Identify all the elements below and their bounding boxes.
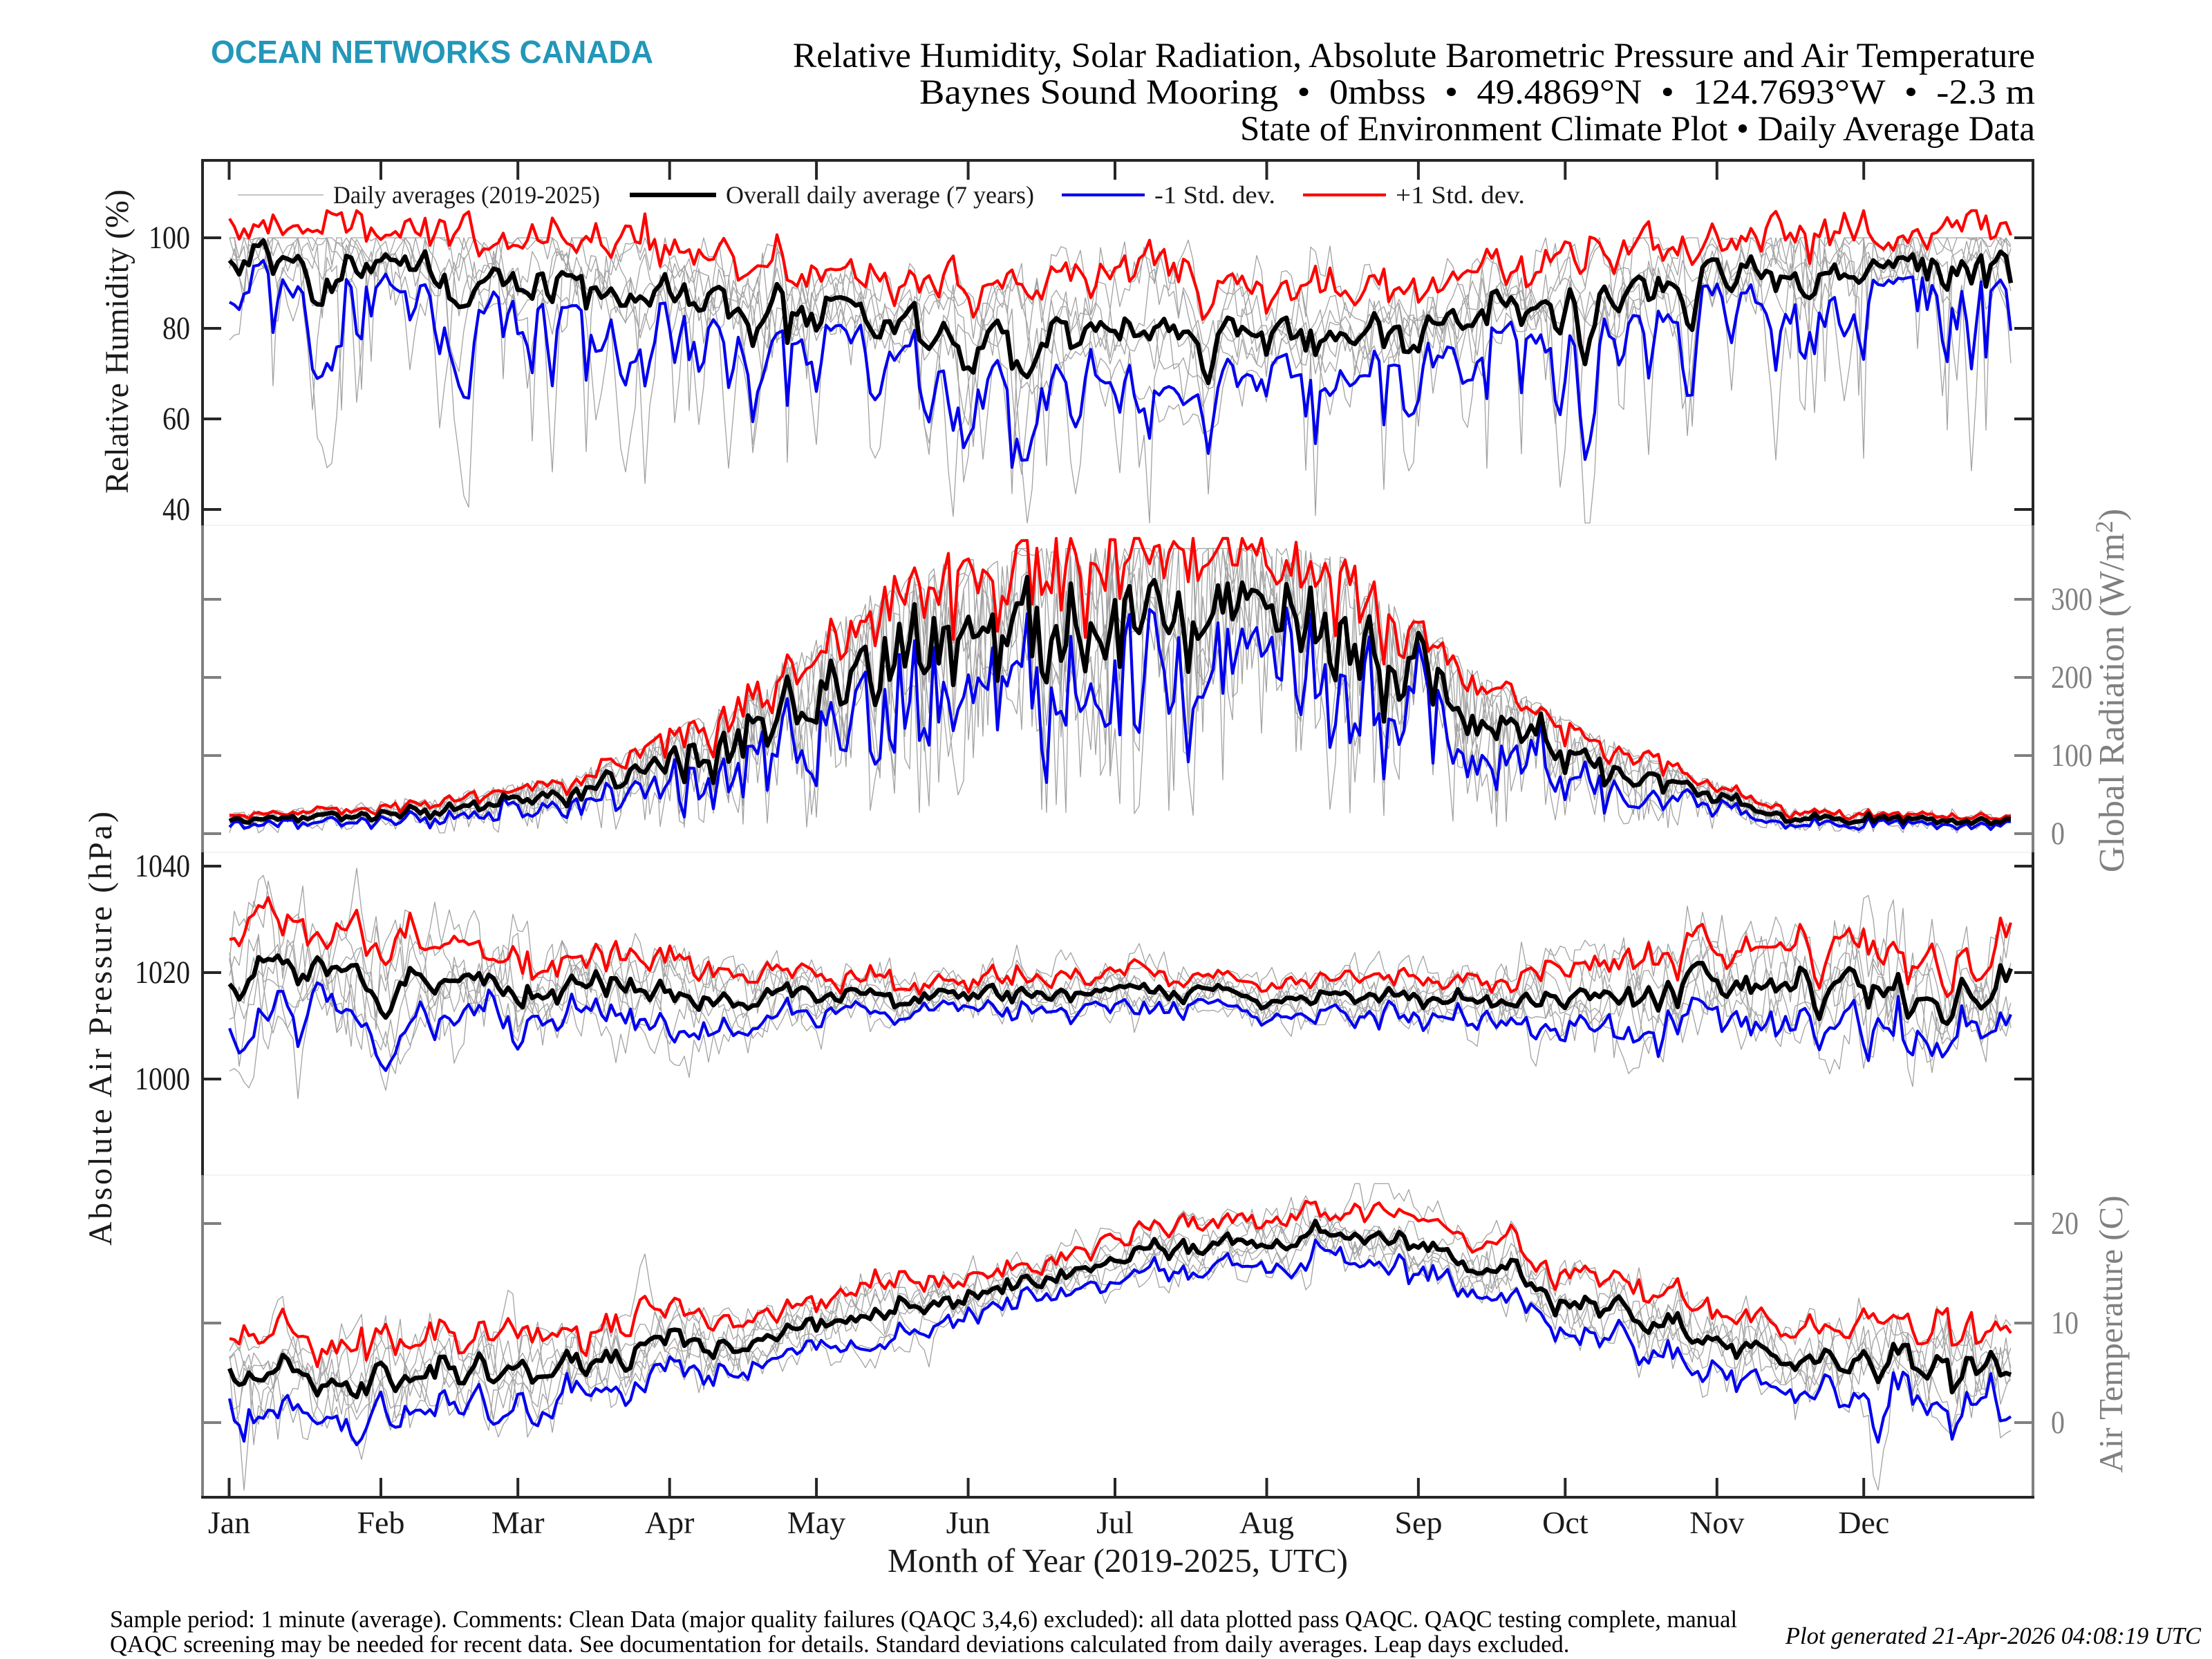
svg-text:Absolute Air Pressure (hPa): Absolute Air Pressure (hPa): [82, 812, 119, 1246]
svg-text:0: 0: [2051, 1405, 2065, 1441]
svg-text:Daily averages (2019-2025): Daily averages (2019-2025): [333, 181, 600, 209]
svg-text:Overall daily average (7 years: Overall daily average (7 years): [726, 181, 1034, 209]
svg-text:Baynes Sound Mooring • 0mbss •: Baynes Sound Mooring • 0mbss • 49.4869°N…: [919, 73, 2035, 112]
svg-text:1000: 1000: [135, 1061, 190, 1097]
svg-text:QAQC screening may be needed f: QAQC screening may be needed for recent …: [110, 1631, 1569, 1658]
svg-text:Mar: Mar: [491, 1505, 545, 1540]
svg-text:Aug: Aug: [1239, 1505, 1294, 1540]
svg-text:60: 60: [162, 401, 190, 437]
svg-text:10: 10: [2051, 1305, 2079, 1341]
svg-text:1020: 1020: [135, 955, 190, 991]
svg-text:Relative Humidity, Solar Radia: Relative Humidity, Solar Radiation, Abso…: [793, 37, 2035, 75]
svg-text:Oct: Oct: [1542, 1505, 1588, 1540]
svg-text:State of Environment Climate P: State of Environment Climate Plot • Dail…: [1240, 110, 2035, 149]
svg-text:Sample period: 1 minute (avera: Sample period: 1 minute (average). Comme…: [110, 1606, 1737, 1633]
svg-text:Sep: Sep: [1394, 1505, 1442, 1540]
svg-text:Air Temperature (C): Air Temperature (C): [2092, 1195, 2130, 1472]
svg-text:1040: 1040: [135, 848, 190, 884]
svg-text:Global Radiation (W/m2): Global Radiation (W/m2): [2090, 509, 2132, 872]
svg-text:Month of Year (2019-2025, UTC): Month of Year (2019-2025, UTC): [888, 1541, 1348, 1580]
svg-text:20: 20: [2051, 1206, 2079, 1241]
svg-text:Feb: Feb: [357, 1505, 404, 1540]
svg-text:Nov: Nov: [1689, 1505, 1744, 1540]
svg-text:Jun: Jun: [946, 1505, 991, 1540]
svg-text:80: 80: [162, 310, 190, 346]
svg-text:Dec: Dec: [1838, 1505, 1889, 1540]
svg-text:200: 200: [2051, 659, 2092, 695]
svg-text:May: May: [787, 1505, 845, 1540]
svg-text:Jan: Jan: [208, 1505, 250, 1540]
svg-text:Apr: Apr: [645, 1505, 695, 1540]
svg-text:100: 100: [149, 220, 190, 256]
svg-text:Relative Humidity (%): Relative Humidity (%): [99, 189, 135, 494]
svg-text:40: 40: [162, 491, 190, 527]
svg-text:Plot generated 21-Apr-2026 04:: Plot generated 21-Apr-2026 04:08:19 UTC: [1785, 1623, 2202, 1649]
svg-text:Jul: Jul: [1096, 1505, 1134, 1540]
svg-text:100: 100: [2051, 738, 2092, 774]
svg-text:+1 Std. dev.: +1 Std. dev.: [1396, 181, 1525, 209]
svg-text:OCEAN NETWORKS CANADA: OCEAN NETWORKS CANADA: [211, 34, 653, 70]
svg-text:-1 Std. dev.: -1 Std. dev.: [1154, 181, 1275, 209]
svg-text:300: 300: [2051, 581, 2092, 617]
svg-text:0: 0: [2051, 816, 2065, 852]
